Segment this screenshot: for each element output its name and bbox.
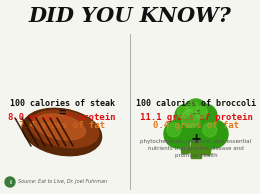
Text: =: = <box>192 106 200 119</box>
Circle shape <box>5 177 15 187</box>
Text: 100 calories of steak: 100 calories of steak <box>10 99 114 108</box>
Circle shape <box>187 101 198 112</box>
Text: 11.1 grams of protein: 11.1 grams of protein <box>140 113 252 122</box>
Text: i: i <box>9 179 11 184</box>
Circle shape <box>203 123 217 137</box>
Bar <box>201 136 212 155</box>
Text: =: = <box>58 106 66 119</box>
Text: DID YOU KNOW?: DID YOU KNOW? <box>29 6 231 26</box>
Ellipse shape <box>22 108 102 156</box>
Ellipse shape <box>29 110 99 148</box>
Circle shape <box>178 106 214 142</box>
Circle shape <box>185 99 207 121</box>
Circle shape <box>200 120 228 148</box>
Text: phytochemicals, vitamins  and essential
nutrients that prevent disease and
promo: phytochemicals, vitamins and essential n… <box>140 139 252 158</box>
Circle shape <box>164 120 192 148</box>
Circle shape <box>167 123 181 137</box>
Bar <box>179 135 191 154</box>
Text: +: + <box>191 132 200 147</box>
Circle shape <box>196 106 207 118</box>
Circle shape <box>177 106 189 118</box>
Text: 7.4 grams of fat: 7.4 grams of fat <box>19 121 105 130</box>
Circle shape <box>181 110 200 128</box>
Circle shape <box>175 104 199 128</box>
Text: Source: Eat to Live, Dr. Joel Fuhrman: Source: Eat to Live, Dr. Joel Fuhrman <box>18 179 107 184</box>
Circle shape <box>193 104 217 128</box>
Text: 8.0 grams of protein: 8.0 grams of protein <box>8 113 116 122</box>
Text: 0.4 grams of fat: 0.4 grams of fat <box>153 121 239 130</box>
Bar <box>191 132 201 158</box>
Text: 100 calories of broccoli: 100 calories of broccoli <box>136 99 256 108</box>
Ellipse shape <box>34 114 86 140</box>
